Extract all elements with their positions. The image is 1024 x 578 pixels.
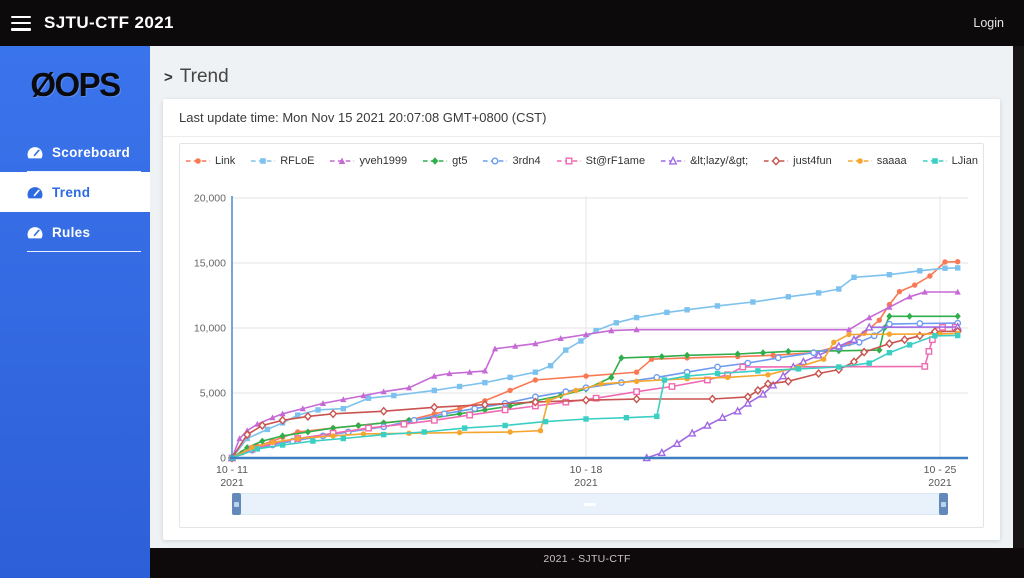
app-title: SJTU-CTF 2021 <box>44 13 174 32</box>
legend-marker-icon <box>185 158 211 164</box>
sidebar-item-trend[interactable]: Trend <box>0 172 150 212</box>
legend-item-3rdn4[interactable]: 3rdn4 <box>482 155 541 167</box>
legend-item-just4fun[interactable]: just4fun <box>763 155 832 167</box>
legend-label: 3rdn4 <box>512 155 541 167</box>
legend-item-lazy[interactable]: &lt;lazy/&gt; <box>660 155 748 167</box>
legend-item-ljian[interactable]: LJian <box>922 155 978 167</box>
sidebar-item-label: Scoreboard <box>52 144 131 160</box>
legend-marker-icon <box>661 156 686 165</box>
oops-logo: ØOPS <box>30 66 121 103</box>
legend-marker-icon <box>423 157 448 165</box>
sidebar-nav: Scoreboard Trend Rules <box>0 132 150 253</box>
slider-track[interactable] <box>232 493 948 515</box>
y-tick-label: 20,000 <box>194 193 226 205</box>
legend-item-yveh1999[interactable]: yveh1999 <box>329 155 407 167</box>
main-content: > Trend Last update time: Mon Nov 15 202… <box>150 46 1013 578</box>
chart-range-slider[interactable] <box>232 493 948 515</box>
y-tick-label: 0 <box>220 453 226 465</box>
legend-marker-icon <box>483 157 508 165</box>
legend-marker-icon <box>330 157 355 164</box>
slider-right-handle[interactable] <box>939 493 948 515</box>
chart-panel: Link RFLoE yveh1999 gt5 3rdn4 St@rF1ame &lt;la… <box>179 143 984 528</box>
legend-marker-icon <box>251 158 276 164</box>
x-tick-label: 10 - 18 <box>570 464 603 476</box>
x-tick-year: 2021 <box>574 477 598 489</box>
y-tick-label: 5,000 <box>200 388 226 400</box>
series-saaaa <box>229 330 961 461</box>
y-tick-label: 15,000 <box>194 258 226 270</box>
page-title-text: Trend <box>179 66 229 87</box>
login-link[interactable]: Login <box>973 16 1004 30</box>
legend-label: &lt;lazy/&gt; <box>690 155 749 167</box>
page-footer: 2021 - SJTU-CTF <box>150 548 1024 578</box>
legend-item-starf1ame[interactable]: St@rF1ame <box>556 155 645 167</box>
x-tick-label: 10 - 11 <box>216 464 248 476</box>
legend-marker-icon <box>764 156 789 166</box>
slider-grip-dots <box>584 503 596 506</box>
trend-card: Last update time: Mon Nov 15 2021 20:07:… <box>163 99 1000 540</box>
footer-text: 2021 - SJTU-CTF <box>543 553 631 565</box>
series-ljian <box>229 332 961 461</box>
chart-legend: Link RFLoE yveh1999 gt5 3rdn4 St@rF1ame &lt;la… <box>180 151 983 171</box>
tachometer-icon <box>27 146 43 159</box>
sidebar-item-label: Rules <box>52 224 91 240</box>
legend-item-rfloe[interactable]: RFLoE <box>250 155 314 167</box>
x-tick-year: 2021 <box>220 477 244 489</box>
legend-label: Link <box>215 155 236 167</box>
chevron-right-icon: > <box>164 68 173 86</box>
legend-label: yveh1999 <box>359 155 408 167</box>
series-rfloe <box>229 265 961 461</box>
tachometer-icon <box>27 186 43 199</box>
window-edge-strip <box>1013 46 1024 578</box>
chart-wrapper: Link RFLoE yveh1999 gt5 3rdn4 St@rF1ame &lt;la… <box>163 137 1000 540</box>
legend-item-link[interactable]: Link <box>185 155 235 167</box>
x-tick-year: 2021 <box>928 477 952 489</box>
slider-left-handle[interactable] <box>232 493 241 515</box>
legend-label: LJian <box>951 155 978 167</box>
legend-label: gt5 <box>452 155 468 167</box>
sidebar-item-scoreboard[interactable]: Scoreboard <box>0 132 150 173</box>
last-update-text: Last update time: Mon Nov 15 2021 20:07:… <box>163 99 1000 137</box>
sidebar-item-label: Trend <box>52 184 91 200</box>
legend-marker-icon <box>556 157 581 165</box>
legend-label: just4fun <box>793 155 832 167</box>
series-just4fun <box>227 326 962 463</box>
legend-label: St@rF1ame <box>585 155 646 167</box>
legend-marker-icon <box>847 158 872 164</box>
top-header: SJTU-CTF 2021 Login <box>0 0 1024 46</box>
sidebar-item-rules[interactable]: Rules <box>0 212 150 253</box>
tachometer-icon <box>27 226 43 239</box>
legend-label: RFLoE <box>280 155 315 167</box>
page-title: > Trend <box>164 66 1013 88</box>
sidebar: ØOPS Scoreboard Trend Rules <box>0 46 150 578</box>
legend-item-gt5[interactable]: gt5 <box>422 155 467 167</box>
series-yveh1999 <box>228 288 961 461</box>
y-tick-label: 10,000 <box>194 323 226 335</box>
x-tick-label: 10 - 25 <box>924 464 957 476</box>
legend-item-saaaa[interactable]: saaaa <box>847 155 907 167</box>
legend-label: saaaa <box>876 155 907 167</box>
hamburger-menu-icon[interactable] <box>11 15 31 31</box>
legend-marker-icon <box>922 158 947 164</box>
series-link <box>229 259 961 461</box>
